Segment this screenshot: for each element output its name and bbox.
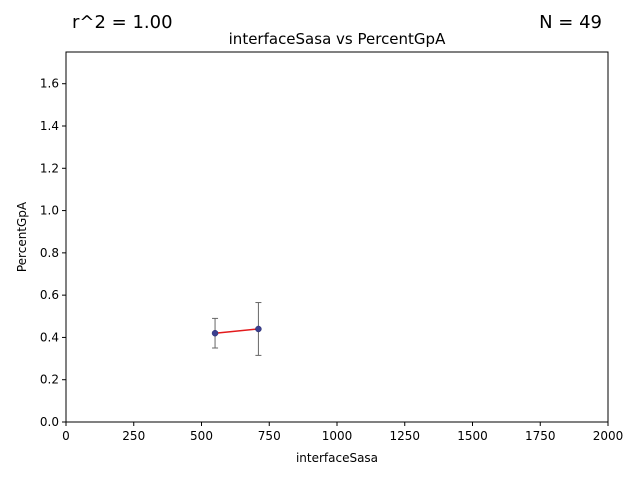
x-tick-label: 0 (62, 429, 70, 443)
x-tick-label: 2000 (593, 429, 624, 443)
x-tick-label: 1250 (389, 429, 420, 443)
plot-frame (65, 51, 609, 423)
fit-line (214, 328, 259, 334)
r-squared-label: r^2 = 1.00 (72, 12, 173, 33)
data-point (255, 325, 262, 333)
x-tick-label: 1000 (322, 429, 353, 443)
x-tick-label: 250 (122, 429, 145, 443)
y-axis-label: PercentGpA (15, 201, 29, 272)
y-tick-label: 1.4 (40, 119, 59, 133)
y-tick-label: 1.0 (40, 204, 59, 218)
y-tick-label: 0.2 (40, 373, 59, 387)
y-tick-label: 1.2 (40, 161, 59, 175)
plot-area: 0 250 500 750 1000 1250 1500 1750 2000 0.0 0.2 0.4 0… (40, 51, 624, 443)
y-tick-label: 0.4 (40, 330, 59, 344)
y-tick-label: 0.6 (40, 288, 59, 302)
sample-count-label: N = 49 (539, 12, 602, 33)
x-tick-label: 1500 (457, 429, 488, 443)
y-tick-label: 0.0 (40, 415, 59, 429)
x-axis-label: interfaceSasa (296, 451, 378, 465)
x-tick-label: 1750 (525, 429, 556, 443)
chart-title: interfaceSasa vs PercentGpA (229, 30, 446, 48)
y-tick-label: 1.6 (40, 77, 59, 91)
data-point (211, 329, 219, 337)
y-tick-label: 0.8 (40, 246, 59, 260)
x-tick-label: 750 (258, 429, 281, 443)
x-tick-label: 500 (190, 429, 213, 443)
